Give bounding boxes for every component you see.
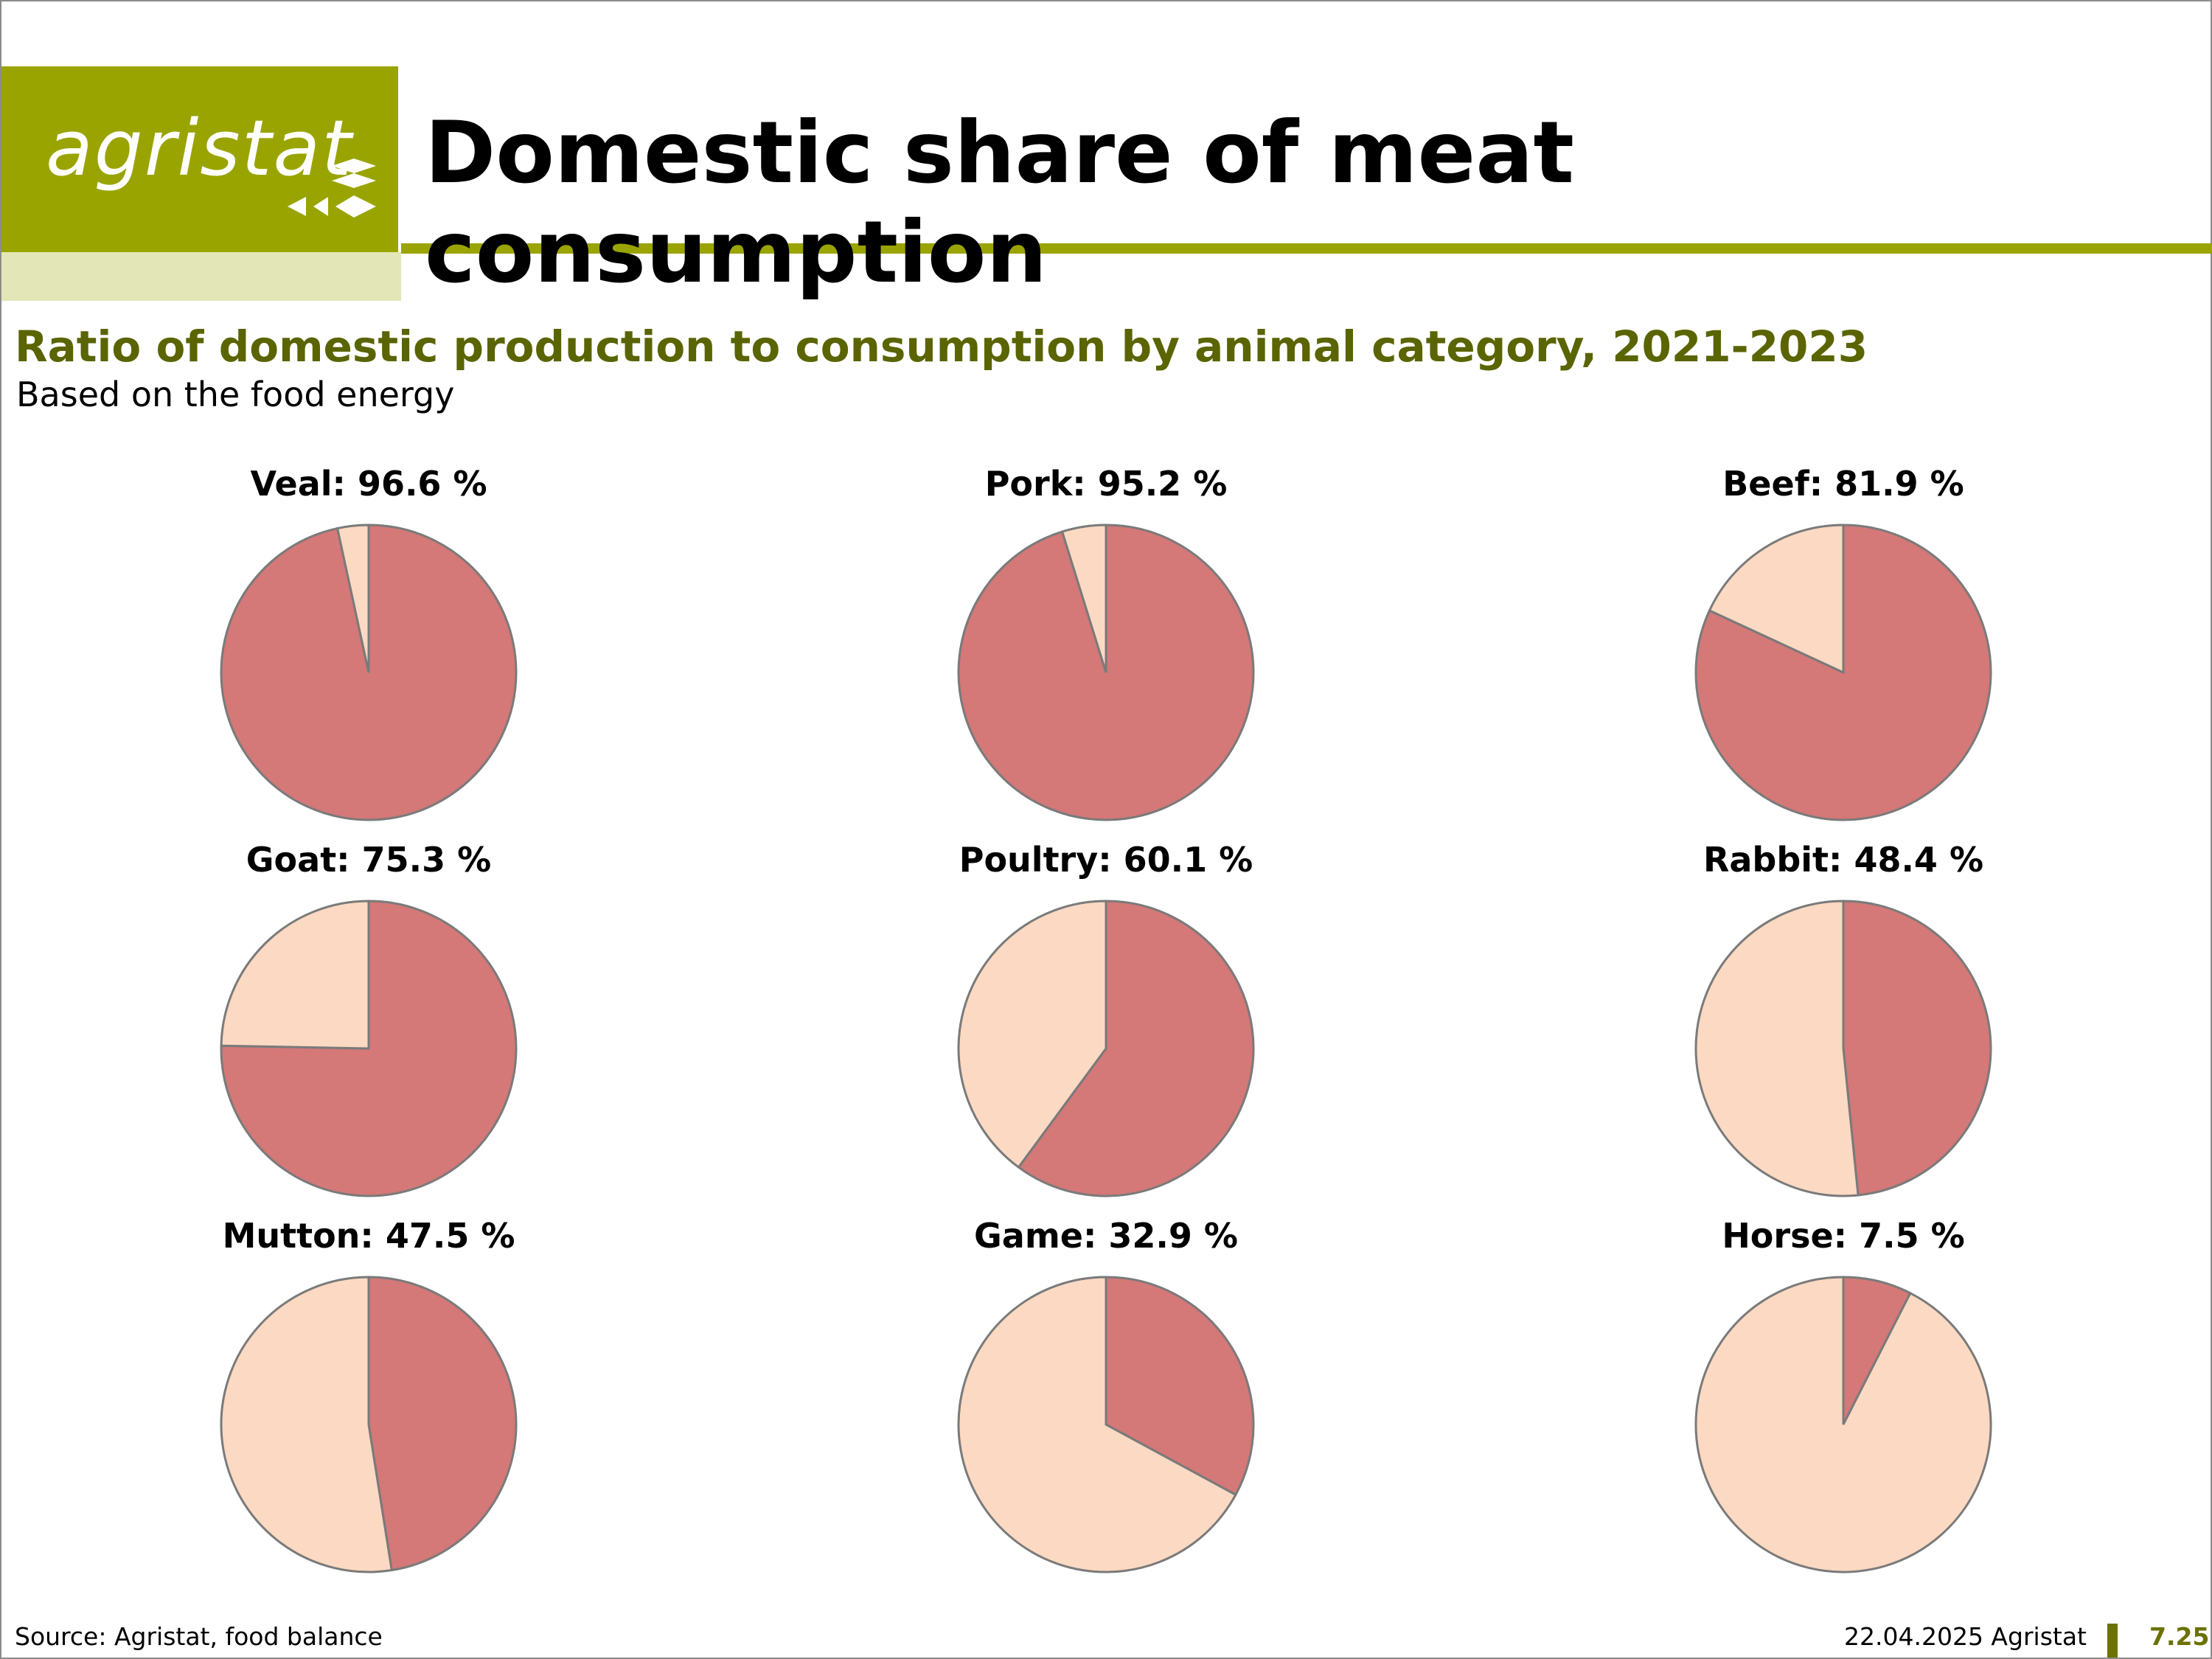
- pie-chart: Mutton: 47.5 %: [220, 1216, 518, 1573]
- pie-slice-remainder: [335, 524, 370, 673]
- pie-chart: Veal: 96.6 %: [220, 464, 518, 821]
- pie-label: Poultry: 60.1 %: [959, 840, 1253, 880]
- pie-chart: Beef: 81.9 %: [1694, 464, 1992, 821]
- pie-label: Rabbit: 48.4 %: [1703, 840, 1983, 880]
- pie-slice-remainder: [957, 900, 1107, 1169]
- page-number: 7.25: [2149, 1622, 2210, 1651]
- pie-label: Horse: 7.5 %: [1722, 1216, 1964, 1256]
- footer-bar: [2107, 1624, 2118, 1658]
- pie-label: Beef: 81.9 %: [1722, 464, 1964, 504]
- logo-strip: [1, 252, 401, 301]
- pie-label: Pork: 95.2 %: [985, 464, 1228, 504]
- logo-text: agristat: [46, 103, 353, 193]
- pie-slice-remainder: [220, 1276, 394, 1573]
- pie-slice-remainder: [1060, 524, 1107, 673]
- pie-label: Mutton: 47.5 %: [223, 1216, 515, 1256]
- pie-slice-remainder: [1694, 900, 1860, 1197]
- pie-chart: Pork: 95.2 %: [957, 464, 1255, 821]
- pie-chart: Game: 32.9 %: [957, 1216, 1255, 1573]
- pie-label: Veal: 96.6 %: [250, 464, 487, 504]
- pie-chart: Goat: 75.3 %: [220, 840, 518, 1197]
- chart-subtitle: Based on the food energy: [16, 375, 455, 414]
- logo-diamond-icon: [288, 159, 376, 218]
- pie-slice-remainder: [1694, 1276, 1992, 1573]
- pie-slice-domestic: [367, 1276, 518, 1572]
- pie-slice-remainder: [1708, 524, 1845, 675]
- pie-label: Goat: 75.3 %: [246, 840, 491, 880]
- logo-box: [1, 66, 398, 252]
- pie-slice-domestic: [1842, 900, 1992, 1197]
- header-divider: [401, 243, 2212, 254]
- pie-label: Game: 32.9 %: [974, 1216, 1238, 1256]
- pie-slice-domestic: [1105, 1276, 1255, 1497]
- pie-slice-domestic: [1017, 900, 1255, 1197]
- pie-chart: Poultry: 60.1 %: [957, 840, 1255, 1197]
- chart-title: Ratio of domestic production to consumpt…: [15, 321, 1868, 372]
- page-title: Domestic share of meat consumption: [425, 103, 1574, 302]
- pie-chart: Rabbit: 48.4 %: [1694, 840, 1992, 1197]
- footer-date: 22.04.2025 Agristat: [1844, 1622, 2087, 1651]
- pie-slice-remainder: [220, 900, 370, 1050]
- footer-source: Source: Agristat, food balance: [15, 1622, 383, 1651]
- pie-slice-remainder: [957, 1276, 1237, 1573]
- pie-chart: Horse: 7.5 %: [1694, 1216, 1992, 1573]
